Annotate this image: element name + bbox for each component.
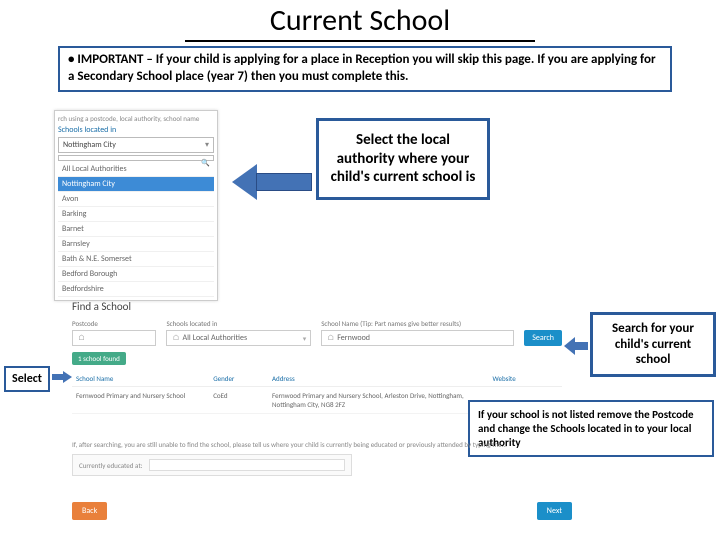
callout-select-authority: Select the local authority where your ch… [316,118,490,200]
arrow-to-badge [52,371,72,383]
col-address: Address [268,371,489,387]
dropdown-option[interactable]: Barnsley [58,237,214,252]
dropdown-option[interactable]: All Local Authorities [58,162,214,177]
located-select[interactable]: All Local Authorities [166,330,311,346]
school-name-label: School Name (Tip: Part names give better… [321,319,514,328]
school-name-input[interactable]: Fernwood [321,330,514,346]
next-button[interactable]: Next [537,502,572,520]
col-school-name: School Name [72,371,209,387]
educated-at-row: Currently educated at: [72,454,352,476]
located-label: Schools located in [166,319,311,328]
bottom-help-area: If, after searching, you are still unabl… [72,440,562,476]
col-website: Website [488,371,562,387]
dropdown-search[interactable] [58,155,214,161]
dropdown-option[interactable]: Barking [58,207,214,222]
nav-buttons: Back Next [72,502,572,520]
cell-gender: CoEd [209,387,268,414]
find-school-panel: Find a School Postcode Schools located i… [72,300,562,414]
callout-search-school: Search for your child's current school [590,312,716,377]
dropdown-option[interactable]: Bedfordshire [58,282,214,297]
search-button[interactable]: Search [524,330,562,346]
find-school-title: Find a School [72,300,562,313]
authority-dropdown-screenshot: rch using a postcode, local authority, s… [54,110,218,301]
dropdown-option[interactable]: Barnet [58,222,214,237]
dropdown-option[interactable]: Bedford Borough [58,267,214,282]
page-title: Current School [185,2,535,42]
callout-select: Select [4,366,50,392]
arrow-to-dropdown [232,164,312,200]
mid-section: rch using a postcode, local authority, s… [0,110,720,300]
dropdown-option-highlighted[interactable]: Nottingham City [58,177,214,192]
dropdown-label: Schools located in [58,125,214,135]
postcode-label: Postcode [72,319,156,328]
educated-at-input[interactable] [149,459,345,471]
dropdown-selected[interactable]: Nottingham City [58,137,214,153]
important-notice: • IMPORTANT – If your child is applying … [58,46,672,92]
dropdown-option[interactable]: Bath & N.E. Somerset [58,252,214,267]
col-gender: Gender [209,371,268,387]
results-count-badge: 1 school found [72,352,126,365]
dropdown-option[interactable]: Avon [58,192,214,207]
arrow-to-search [564,337,588,355]
cell-address: Fernwood Primary and Nursery School, Arl… [268,387,489,414]
help-text: If, after searching, you are still unabl… [72,440,562,449]
cell-school-name: Fernwood Primary and Nursery School [72,387,209,414]
postcode-input[interactable] [72,330,156,346]
educated-at-label: Currently educated at: [79,461,143,470]
dropdown-header-text: rch using a postcode, local authority, s… [58,114,214,123]
back-button[interactable]: Back [72,502,107,520]
